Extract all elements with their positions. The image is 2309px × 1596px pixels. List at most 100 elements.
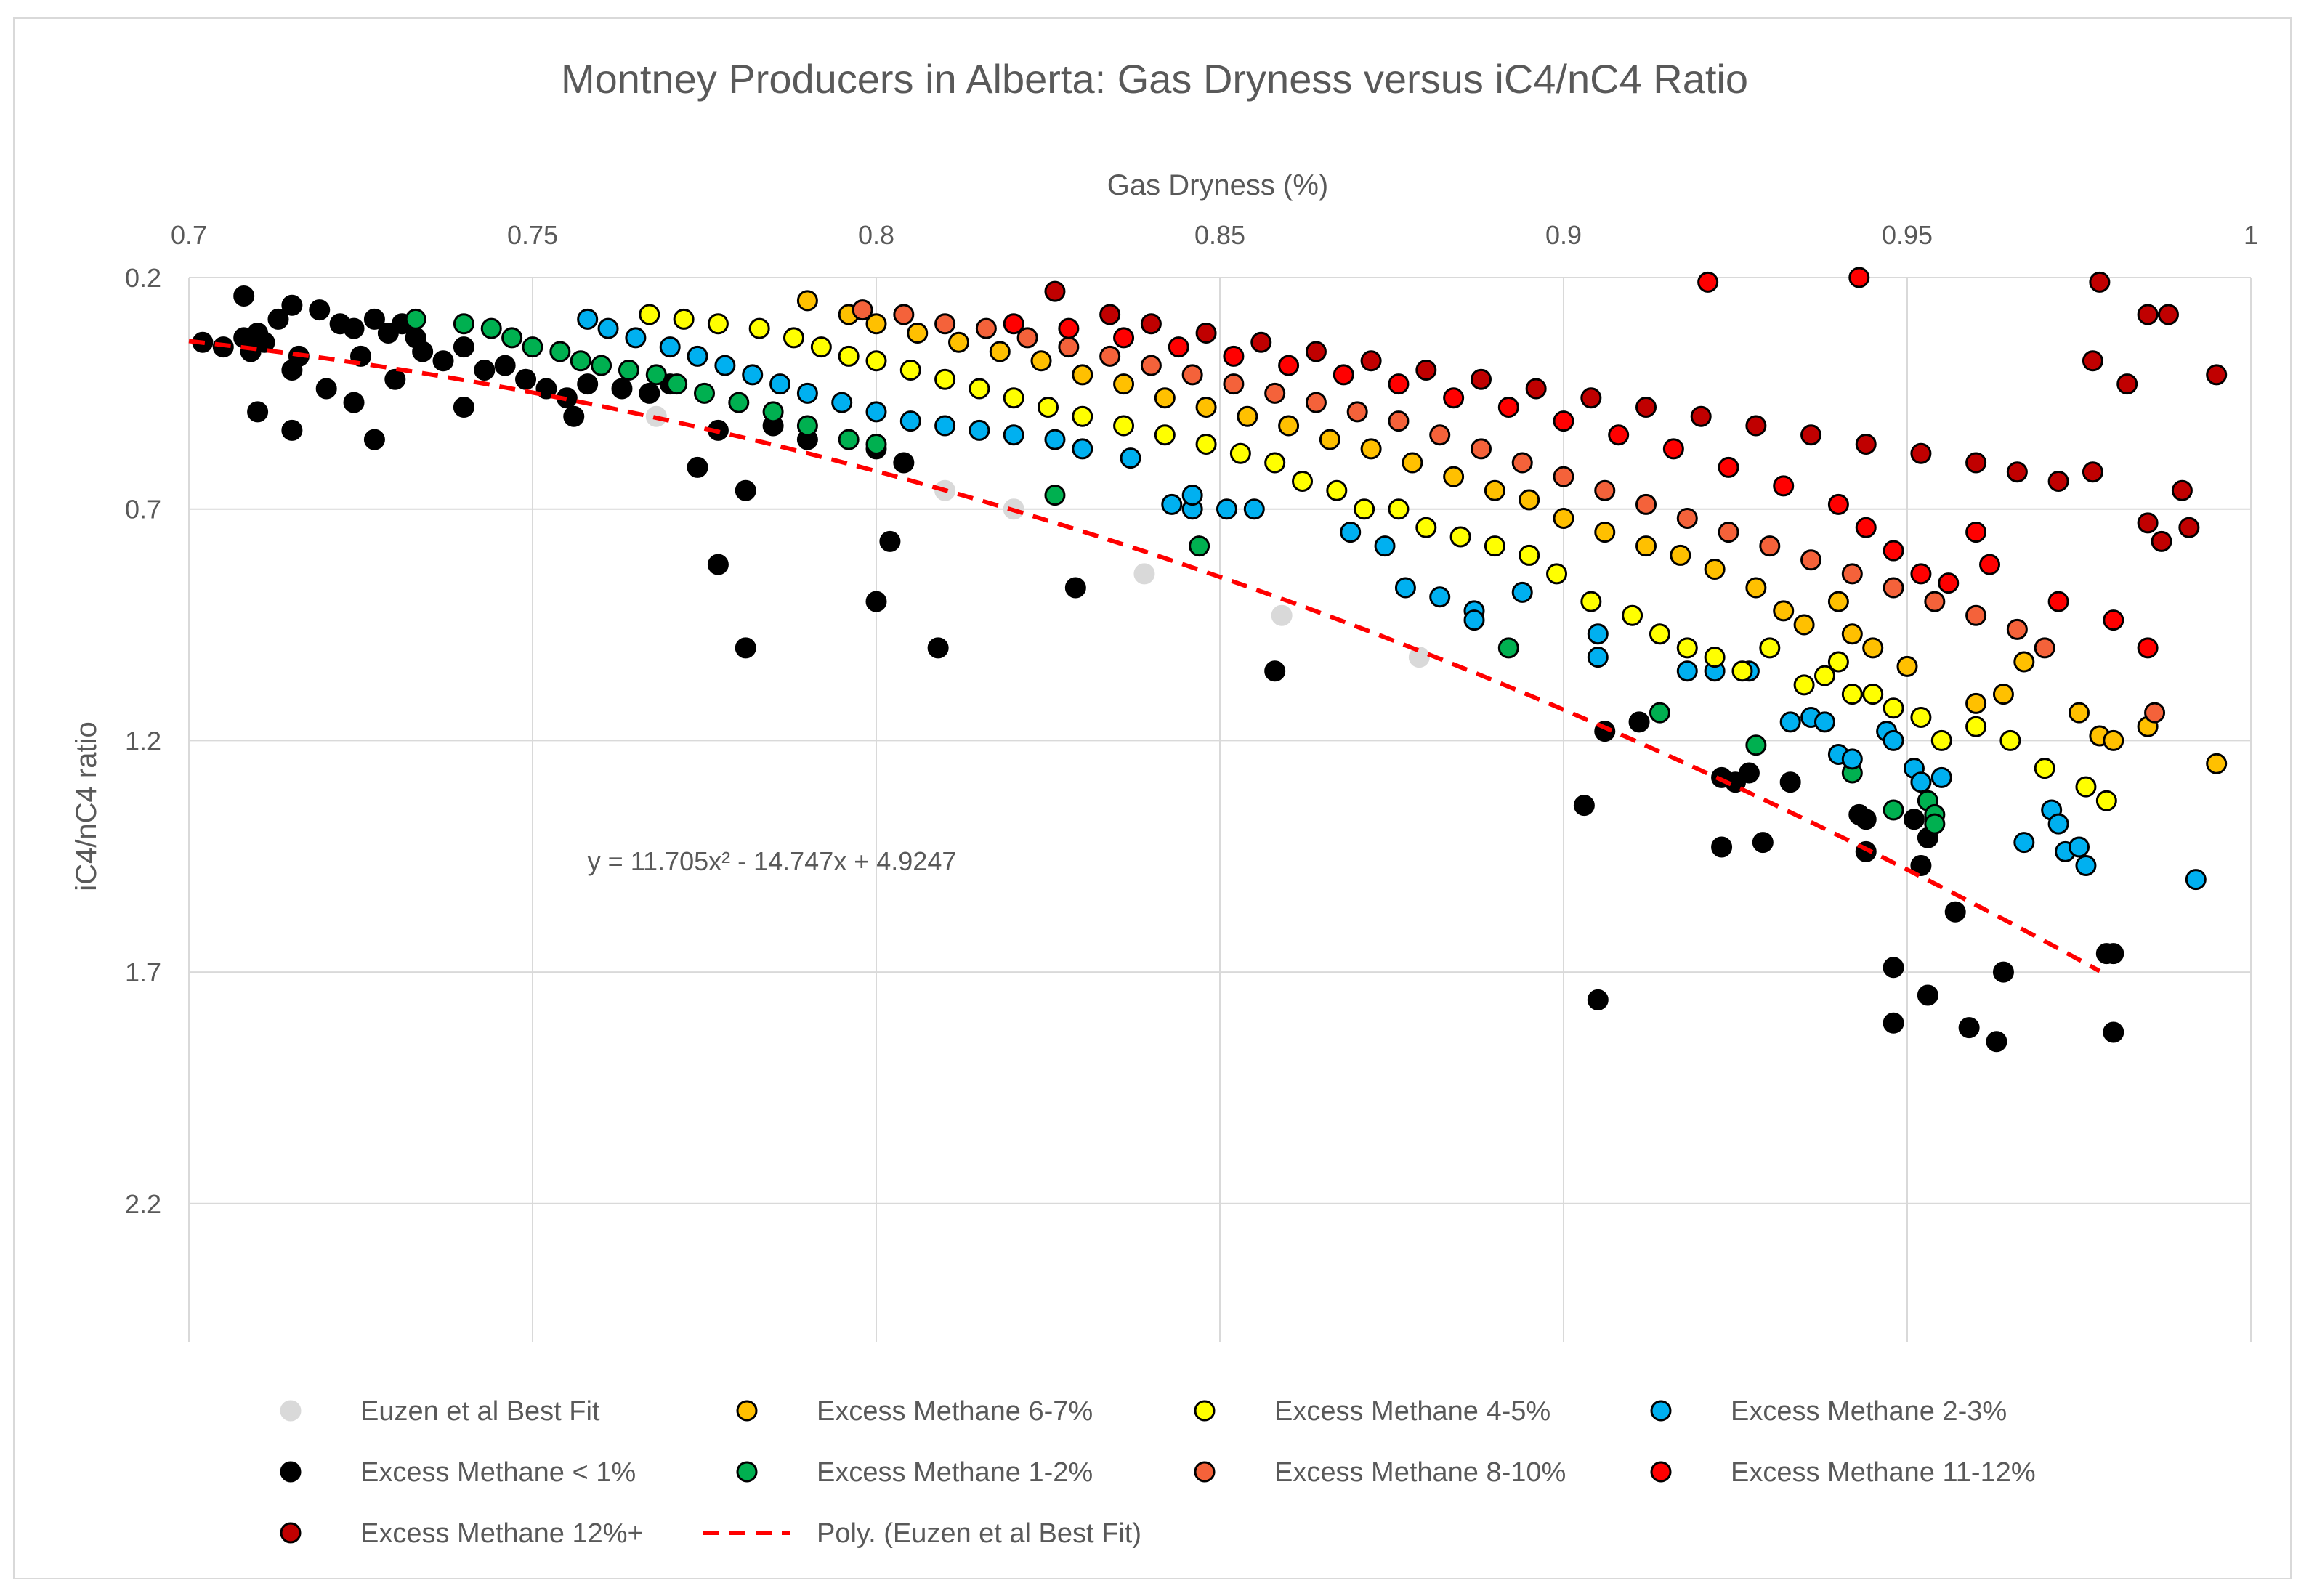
point-excess-methane-1 [233, 285, 255, 307]
point-excess-methane-11-12 [1855, 517, 1877, 538]
point-excess-methane-1 [1910, 854, 1932, 876]
y-tick-label: 0.7 [125, 495, 161, 524]
point-excess-methane-1 [343, 392, 365, 413]
x-tick-label: 0.7 [171, 220, 207, 250]
point-excess-methane-4-5 [1449, 526, 1471, 548]
point-excess-methane-8-10 [893, 304, 915, 325]
point-excess-methane-4-5 [1965, 716, 1987, 737]
point-excess-methane-1 [1883, 957, 1904, 979]
point-excess-methane-12 [1635, 396, 1657, 418]
point-excess-methane-1 [1883, 1012, 1904, 1034]
x-axis-title: Gas Dryness (%) [1107, 169, 1329, 201]
point-excess-methane-11-12 [1223, 345, 1245, 367]
point-excess-methane-11-12 [2103, 609, 2124, 631]
point-excess-methane-2-3 [1044, 429, 1066, 450]
chart-title: Montney Producers in Alberta: Gas Drynes… [561, 56, 1748, 102]
point-excess-methane-1-2 [694, 382, 715, 404]
point-excess-methane-4-5 [1841, 684, 1863, 705]
point-excess-methane-1 [1779, 771, 1801, 793]
point-excess-methane-6-7 [1773, 600, 1795, 622]
legend-label-excess-methane-11-12: Excess Methane 11-12% [1731, 1457, 2036, 1488]
point-excess-methane-1 [315, 378, 337, 400]
point-excess-methane-11-12 [1113, 327, 1135, 349]
point-excess-methane-6-7 [2069, 702, 2090, 724]
point-excess-methane-4-5 [1676, 637, 1698, 659]
legend-label-excess-methane-1-2: Excess Methane 1-2% [817, 1457, 1093, 1488]
x-tick-label: 0.95 [1882, 220, 1933, 250]
point-excess-methane-4-5 [639, 304, 660, 325]
point-excess-methane-4-5 [969, 378, 990, 400]
point-excess-methane-12 [2006, 461, 2028, 483]
point-excess-methane-2-3 [2075, 854, 2097, 876]
point-excess-methane-4-5 [1862, 684, 1884, 705]
point-excess-methane-8-10 [1841, 563, 1863, 585]
point-excess-methane-8-10 [1800, 549, 1822, 571]
point-excess-methane-6-7 [1862, 637, 1884, 659]
point-excess-methane-4-5 [1519, 544, 1540, 566]
point-excess-methane-1 [577, 373, 599, 395]
point-excess-methane-1 [865, 591, 887, 612]
point-excess-methane-4-5 [1649, 623, 1670, 645]
point-excess-methane-6-7 [1793, 614, 1815, 636]
point-excess-methane-4-5 [1999, 729, 2021, 751]
point-excess-methane-8-10 [1883, 577, 1904, 599]
point-excess-methane-2-3 [597, 317, 619, 339]
point-excess-methane-4-5 [1484, 535, 1505, 557]
point-excess-methane-1 [1752, 832, 1774, 854]
point-excess-methane-11-12 [1608, 424, 1630, 446]
point-excess-methane-11-12 [1553, 410, 1574, 432]
y-axis-title: iC4/nC4 ratio [70, 721, 102, 891]
point-excess-methane-12 [2171, 479, 2193, 501]
point-excess-methane-6-7 [1553, 507, 1574, 529]
point-excess-methane-12 [1580, 387, 1602, 409]
point-excess-methane-8-10 [975, 317, 997, 339]
point-excess-methane-1 [1986, 1031, 2007, 1053]
point-excess-methane-12 [1195, 322, 1217, 344]
point-excess-methane-8-10 [1388, 410, 1410, 432]
x-tick-label: 0.75 [507, 220, 558, 250]
point-excess-methane-2-3 [1120, 447, 1141, 469]
point-excess-methane-4-5 [1003, 387, 1024, 409]
point-excess-methane-8-10 [1511, 452, 1533, 474]
point-excess-methane-11-12 [1938, 572, 1960, 594]
point-excess-methane-4-5 [1264, 452, 1286, 474]
legend-label-euzen-et-al-best-fit: Euzen et al Best Fit [360, 1396, 600, 1427]
point-excess-methane-2-3 [2069, 836, 2090, 858]
trendline [188, 339, 2101, 973]
x-tick-label: 0.8 [858, 220, 894, 250]
point-excess-methane-8-10 [1924, 591, 1946, 612]
point-excess-methane-6-7 [1237, 405, 1258, 427]
point-excess-methane-1 [432, 350, 454, 372]
legend-marker-excess-methane-8-10 [1194, 1461, 1216, 1483]
point-excess-methane-11-12 [1168, 336, 1189, 358]
point-excess-methane-4-5 [1546, 563, 1568, 585]
point-excess-methane-6-7 [1360, 438, 1382, 460]
point-excess-methane-1 [1738, 762, 1760, 784]
point-excess-methane-1-2 [838, 429, 860, 450]
legend-label-excess-methane-1: Excess Methane < 1% [360, 1457, 636, 1488]
point-excess-methane-11-12 [1333, 364, 1354, 386]
point-excess-methane-6-7 [2206, 753, 2228, 774]
point-excess-methane-2-3 [1930, 766, 1952, 788]
point-excess-methane-2-3 [1779, 711, 1801, 733]
point-excess-methane-12 [1140, 313, 1162, 335]
point-excess-methane-6-7 [2103, 729, 2124, 751]
point-excess-methane-6-7 [1484, 479, 1505, 501]
point-excess-methane-1 [281, 419, 303, 441]
point-excess-methane-12 [1099, 304, 1121, 325]
point-excess-methane-12 [1044, 280, 1066, 302]
point-excess-methane-4-5 [2095, 790, 2117, 811]
point-excess-methane-6-7 [1594, 522, 1616, 543]
point-excess-methane-2-3 [1511, 581, 1533, 603]
legend-marker-excess-methane-11-12 [1650, 1461, 1672, 1483]
point-excess-methane-11-12 [1662, 438, 1684, 460]
point-excess-methane-8-10 [1305, 392, 1327, 413]
point-excess-methane-11-12 [2047, 591, 2069, 612]
point-excess-methane-4-5 [1883, 697, 1904, 719]
point-excess-methane-2-3 [1463, 609, 1485, 631]
point-excess-methane-12 [1745, 415, 1767, 437]
point-excess-methane-8-10 [1676, 507, 1698, 529]
point-excess-methane-6-7 [1443, 466, 1465, 487]
point-excess-methane-1 [735, 637, 756, 659]
